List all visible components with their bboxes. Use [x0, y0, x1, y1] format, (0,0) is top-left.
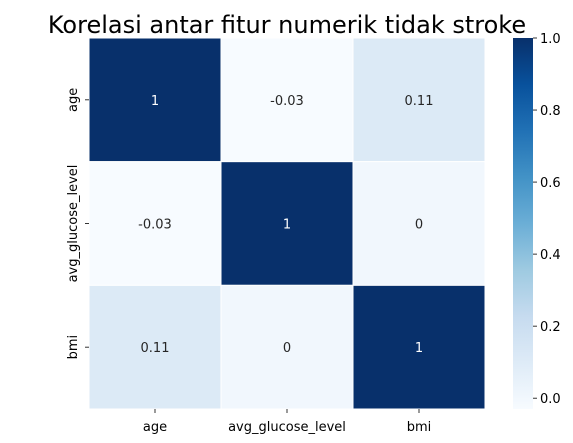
cell-value-label: 0: [283, 341, 291, 356]
colorbar-tick-label: 0.0: [540, 392, 561, 407]
heatmap-cells: [88, 37, 486, 410]
colorbar-tick-label: 0.8: [540, 104, 561, 119]
heatmap-cell: [352, 161, 486, 286]
x-axis: age avg_glucose_level bmi: [143, 409, 431, 435]
cell-value-label: 1: [283, 218, 291, 233]
colorbar-tick-label: 0.6: [540, 176, 561, 191]
y-tick-label: bmi: [66, 335, 81, 360]
colorbar-tick-label: 0.4: [540, 248, 561, 263]
x-tick-label: avg_glucose_level: [228, 420, 346, 435]
cell-value-label: 0: [415, 218, 423, 233]
heatmap-cell: [88, 161, 222, 286]
heatmap-cell: [352, 37, 486, 163]
cell-value-label: -0.03: [270, 94, 304, 109]
y-tick-label: avg_glucose_level: [66, 165, 81, 283]
heatmap-cell: [220, 284, 354, 410]
chart-title: Korelasi antar fitur numerik tidak strok…: [48, 11, 526, 39]
colorbar: 0.0 0.2 0.4 0.6 0.8 1.0: [513, 32, 561, 409]
heatmap-cell: [88, 37, 222, 163]
cell-value-label: -0.03: [138, 218, 172, 233]
colorbar-tick-label: 0.2: [540, 320, 561, 335]
cell-value-label: 0.11: [141, 341, 170, 356]
cell-value-label: 1: [151, 94, 159, 109]
y-tick-label: age: [66, 88, 81, 112]
heatmap-cell: [220, 161, 354, 286]
colorbar-gradient: [513, 38, 533, 409]
heatmap-cell: [220, 37, 354, 163]
colorbar-tick-label: 1.0: [540, 32, 561, 47]
cell-value-label: 0.11: [405, 94, 434, 109]
heatmap-annotations: 1 -0.03 0.11 -0.03 1 0 0.11 0 1: [138, 94, 433, 356]
x-tick-label: bmi: [407, 420, 432, 435]
cell-value-label: 1: [415, 341, 423, 356]
x-tick-label: age: [143, 420, 167, 435]
